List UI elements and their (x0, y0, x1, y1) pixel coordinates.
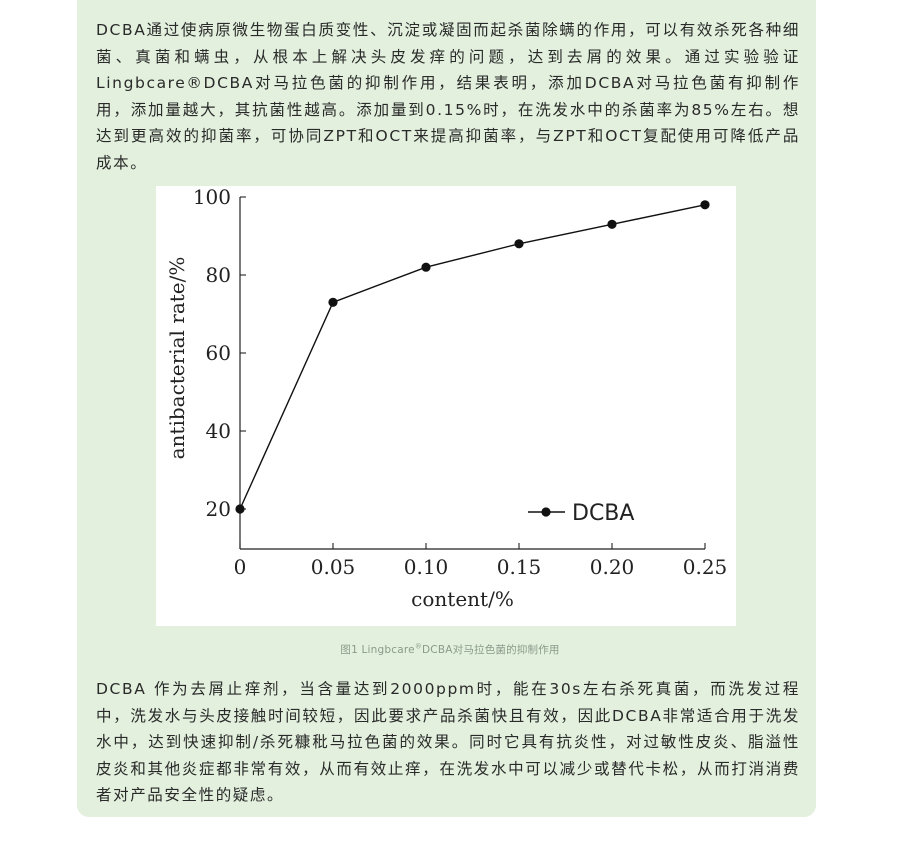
chart-axis-labels: content/% antibacterial rate/% (165, 257, 514, 611)
data-point (514, 239, 524, 249)
x-tick-label: 0.05 (311, 555, 356, 579)
y-tick-label: 60 (206, 341, 231, 365)
x-tick-label: 0.20 (590, 555, 635, 579)
caption-prefix: 图1 Lingbcare (340, 644, 415, 656)
data-point (235, 504, 245, 514)
data-point (328, 297, 338, 307)
y-tick-label: 80 (206, 263, 231, 287)
figure-caption: 图1 Lingbcare®DCBA对马拉色菌的抑制作用 (0, 642, 900, 657)
chart-series (235, 200, 710, 514)
y-axis-label: antibacterial rate/% (165, 257, 189, 460)
x-tick-label: 0.15 (497, 555, 542, 579)
chart-legend: DCBA (528, 501, 634, 526)
x-axis-label: content/% (411, 587, 514, 611)
y-tick-label: 100 (193, 186, 231, 209)
caption-registered-mark: ® (414, 642, 423, 651)
article-paragraph-2: DCBA 作为去屑止痒剂，当含量达到2000ppm时，能在30s左右杀死真菌，而… (96, 680, 800, 804)
article-paragraph-1: DCBA通过使病原微生物蛋白质变性、沉淀或凝固而起杀菌除螨的作用，可以有效杀死各… (96, 21, 800, 172)
x-tick-label: 0.10 (404, 555, 449, 579)
legend-label: DCBA (572, 501, 634, 526)
legend-marker (541, 507, 551, 517)
y-tick-label: 20 (206, 497, 231, 521)
chart-axes (239, 197, 705, 550)
x-tick-label: 0 (234, 555, 247, 579)
x-tick-label: 0.25 (683, 555, 728, 579)
chart-figure: 20 40 60 80 100 0 0.05 0.10 0.15 0.20 0.25 content… (156, 186, 736, 626)
data-point (607, 219, 617, 229)
data-point (700, 200, 710, 210)
y-tick-label: 40 (206, 419, 231, 443)
caption-suffix: DCBA对马拉色菌的抑制作用 (422, 644, 560, 656)
series-line-dcba (239, 204, 706, 510)
data-point (421, 262, 431, 272)
antibacterial-rate-chart: 20 40 60 80 100 0 0.05 0.10 0.15 0.20 0.25 content… (165, 186, 727, 611)
chart-ticks: 20 40 60 80 100 0 0.05 0.10 0.15 0.20 0.25 (193, 186, 727, 579)
